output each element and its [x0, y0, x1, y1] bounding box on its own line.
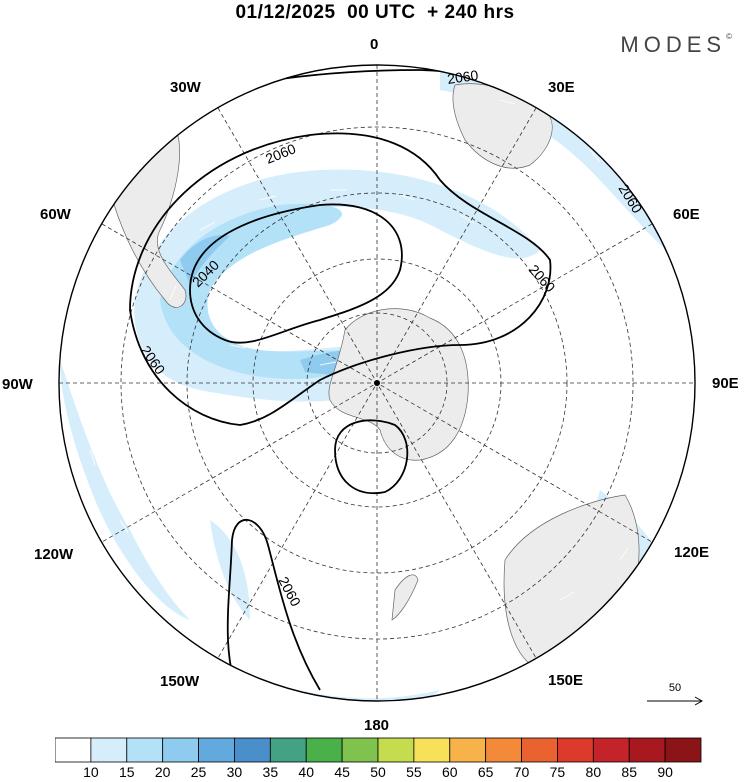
colorbar-tick-label: 90: [657, 764, 673, 780]
lon-label-150e: 150E: [548, 672, 584, 689]
lon-label-150w: 150W: [160, 673, 200, 690]
colorbar-tick-label: 10: [83, 764, 99, 780]
colorbar-tick-label: 50: [370, 764, 386, 780]
colorbar-tick-label: 70: [513, 764, 530, 780]
colorbar-swatch: [55, 737, 92, 763]
colorbar-tick-label: 55: [406, 764, 422, 780]
colorbar-tick-label: 45: [334, 764, 350, 780]
colorbar-swatch: [234, 737, 271, 763]
colorbar-tick-label: 65: [477, 764, 494, 780]
contour-2060-main: [129, 132, 552, 426]
colorbar-tick-label: 75: [549, 764, 566, 780]
colorbar-tick-label: 60: [441, 764, 458, 780]
colorbar-swatch: [557, 737, 594, 763]
colorbar-swatch: [341, 737, 379, 763]
colorbar-swatch: [162, 737, 199, 763]
colorbar-swatch: [664, 737, 702, 763]
lon-label-30e: 30E: [548, 79, 575, 96]
colorbar-tick-label: 85: [621, 764, 638, 780]
lon-label-30w: 30W: [170, 79, 201, 96]
lon-label-90e: 90E: [712, 375, 739, 392]
colorbar-swatch: [592, 737, 630, 763]
new-zealand: [391, 574, 419, 621]
colorbar-tick-label: 40: [298, 764, 315, 780]
lon-label-180: 180: [364, 717, 390, 734]
lon-label-120e: 120E: [674, 544, 710, 561]
colorbar-swatch: [485, 737, 522, 763]
colorbar-swatch: [628, 737, 666, 763]
lon-label-90w: 90W: [2, 376, 33, 393]
colorbar-tick-label: 15: [118, 764, 135, 780]
colorbar-swatch: [269, 737, 307, 763]
colorbar-swatch: [377, 737, 415, 763]
lon-label-0: 0: [370, 36, 379, 53]
colorbar-swatch: [90, 737, 128, 763]
reference-arrow-icon: [647, 696, 704, 706]
brand-text: MODES: [620, 32, 727, 57]
colorbar-swatch: [305, 737, 343, 763]
colorbar-tick-label: 25: [190, 764, 207, 780]
map-border: [58, 64, 696, 702]
reference-vector-label: 50: [668, 682, 682, 694]
map-title: 01/12/2025 00 UTC + 240 hrs: [235, 2, 515, 23]
copyright-mark: ©: [726, 32, 732, 41]
contour-closed-low: [334, 419, 409, 494]
colorbar-swatch: [521, 737, 558, 763]
colorbar-tick-label: 20: [154, 764, 171, 780]
colorbar-swatch: [126, 737, 164, 763]
colorbar-swatch: [198, 737, 235, 763]
wind-vectors: [89, 99, 629, 601]
colorbar-tick-label: 35: [262, 764, 279, 780]
reference-vector: 50: [645, 682, 705, 712]
contour-2060-pacific: [226, 519, 321, 701]
colorbar-swatch: [413, 737, 451, 763]
colorbar: [55, 737, 702, 763]
lon-label-120w: 120W: [34, 546, 74, 563]
colorbar-tick-label: 80: [585, 764, 602, 780]
colorbar-swatch: [449, 737, 487, 763]
lon-label-60w: 60W: [40, 206, 71, 223]
contour-2040: [189, 203, 403, 344]
lon-label-60e: 60E: [673, 206, 700, 223]
colorbar-tick-label: 30: [226, 764, 243, 780]
contour-label: 2060: [446, 67, 479, 87]
south-pole-marker: [374, 380, 380, 386]
brand-logo: MODES©: [620, 32, 732, 58]
